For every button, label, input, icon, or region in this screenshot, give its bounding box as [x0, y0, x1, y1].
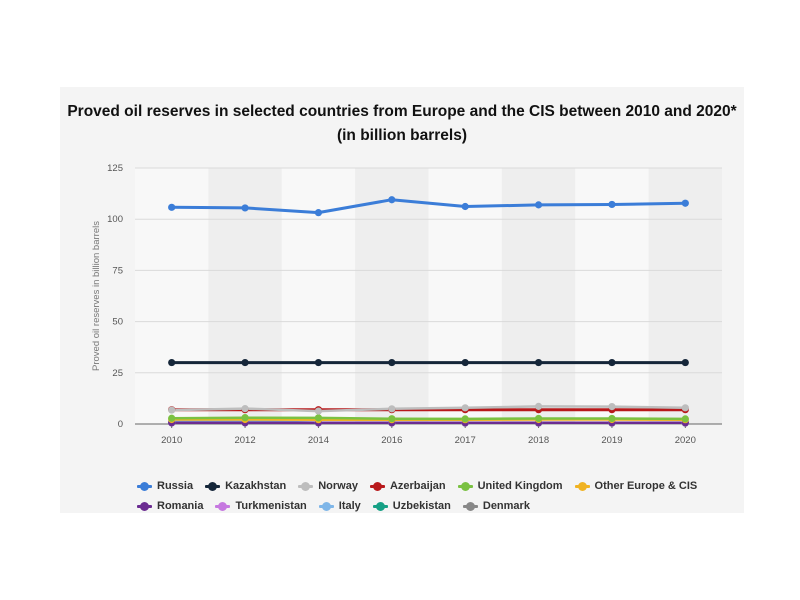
data-point-united-kingdom	[461, 415, 469, 423]
data-point-united-kingdom	[608, 414, 616, 423]
data-point-united-kingdom	[681, 415, 689, 423]
series-line-united-kingdom	[170, 416, 687, 421]
legend-label: Turkmenistan	[235, 500, 307, 512]
data-point-russia	[241, 204, 249, 212]
x-tick-label: 2014	[308, 435, 329, 446]
data-point-russia	[461, 202, 469, 211]
series-line-russia	[170, 198, 687, 215]
legend-label: Other Europe & CIS	[594, 480, 698, 492]
x-tick-label: 2010	[161, 435, 182, 446]
data-point-norway	[168, 406, 176, 414]
legend-item-russia[interactable]: Russia	[137, 480, 193, 492]
plot-band	[575, 168, 649, 424]
data-point-united-kingdom	[168, 414, 176, 422]
data-point-kazakhstan	[608, 358, 616, 367]
legend-marker-icon	[457, 481, 473, 491]
y-tick-label: 50	[112, 317, 123, 328]
legend-label: Romania	[157, 500, 204, 512]
plot-band	[428, 168, 502, 424]
legend-marker-icon	[137, 501, 152, 511]
legend-marker-icon	[298, 481, 314, 491]
legend-label: Norway	[318, 480, 358, 492]
legend-marker-icon	[205, 481, 221, 491]
legend-item-other-europe-cis[interactable]: Other Europe & CIS	[574, 480, 698, 492]
data-point-norway	[388, 405, 396, 413]
data-point-russia	[388, 196, 396, 204]
data-point-russia	[608, 200, 616, 209]
data-point-kazakhstan	[241, 358, 249, 367]
legend-label: Denmark	[482, 500, 530, 512]
legend-marker-icon	[137, 481, 152, 491]
legend-item-kazakhstan[interactable]: Kazakhstan	[205, 480, 286, 492]
data-point-norway	[461, 404, 469, 412]
legend-item-norway[interactable]: Norway	[298, 480, 358, 492]
legend-marker-icon	[574, 481, 590, 491]
data-point-united-kingdom	[534, 414, 543, 423]
data-point-united-kingdom	[314, 414, 323, 422]
plot-band	[501, 168, 576, 424]
legend-marker-icon	[462, 501, 478, 511]
data-point-kazakhstan	[388, 358, 396, 367]
data-point-russia	[314, 209, 323, 217]
data-point-norway	[681, 404, 689, 412]
legend-item-uzbekistan[interactable]: Uzbekistan	[372, 500, 451, 512]
data-point-united-kingdom	[241, 414, 249, 422]
legend-item-romania[interactable]: Romania	[137, 500, 203, 512]
data-point-kazakhstan	[168, 358, 176, 367]
y-tick-label: 0	[118, 419, 123, 430]
data-point-kazakhstan	[534, 358, 543, 367]
legend-label: Kazakhstan	[225, 480, 287, 492]
legend-row: Russia Kazakhstan Norway Azerbaijan United K…	[137, 476, 737, 496]
legend: Russia Kazakhstan Norway Azerbaijan United K…	[137, 476, 737, 516]
data-point-kazakhstan	[681, 358, 689, 367]
data-point-russia	[681, 199, 689, 207]
legend-label: Russia	[157, 480, 194, 492]
x-tick-label: 2020	[675, 435, 696, 446]
legend-item-united-kingdom[interactable]: United Kingdom	[457, 480, 563, 492]
x-tick-label: 2016	[381, 435, 402, 446]
legend-label: United Kingdom	[477, 480, 563, 492]
legend-item-azerbaijan[interactable]: Azerbaijan	[369, 480, 446, 492]
y-axis-label: Proved oil reserves in billion barrels	[91, 221, 102, 371]
data-point-norway	[314, 407, 323, 415]
x-tick-label: 2012	[234, 435, 255, 446]
y-tick-label: 25	[112, 368, 123, 379]
x-tick-label: 2017	[455, 435, 476, 446]
plot-band	[648, 168, 722, 424]
legend-marker-icon	[372, 501, 388, 511]
legend-label: Uzbekistan	[392, 500, 451, 512]
data-point-norway	[608, 402, 616, 411]
legend-marker-icon	[369, 481, 385, 491]
plot-band	[355, 168, 429, 424]
chart-title: Proved oil reserves in selected countrie…	[67, 103, 737, 144]
legend-item-turkmenistan[interactable]: Turkmenistan	[215, 500, 307, 512]
y-tick-label: 75	[112, 265, 123, 276]
data-point-russia	[168, 203, 176, 211]
x-tick-label: 2019	[601, 435, 622, 446]
y-tick-label: 100	[107, 214, 123, 225]
y-tick-label: 125	[107, 163, 123, 174]
series-line-norway	[170, 405, 687, 413]
data-point-united-kingdom	[388, 415, 396, 423]
legend-row: Romania Turkmenistan Italy Uzbekistan Denmar…	[137, 496, 737, 516]
legend-label: Italy	[338, 500, 361, 512]
x-tick-label: 2018	[528, 435, 549, 446]
data-point-norway	[241, 405, 249, 413]
legend-item-italy[interactable]: Italy	[318, 500, 361, 512]
legend-marker-icon	[215, 501, 231, 511]
legend-item-denmark[interactable]: Denmark	[462, 500, 530, 512]
data-point-kazakhstan	[314, 358, 323, 367]
legend-marker-icon	[318, 501, 334, 511]
data-point-kazakhstan	[461, 358, 469, 367]
legend-label: Azerbaijan	[389, 480, 446, 492]
data-point-russia	[534, 201, 543, 209]
plot-band	[281, 168, 356, 424]
data-point-norway	[534, 402, 543, 410]
